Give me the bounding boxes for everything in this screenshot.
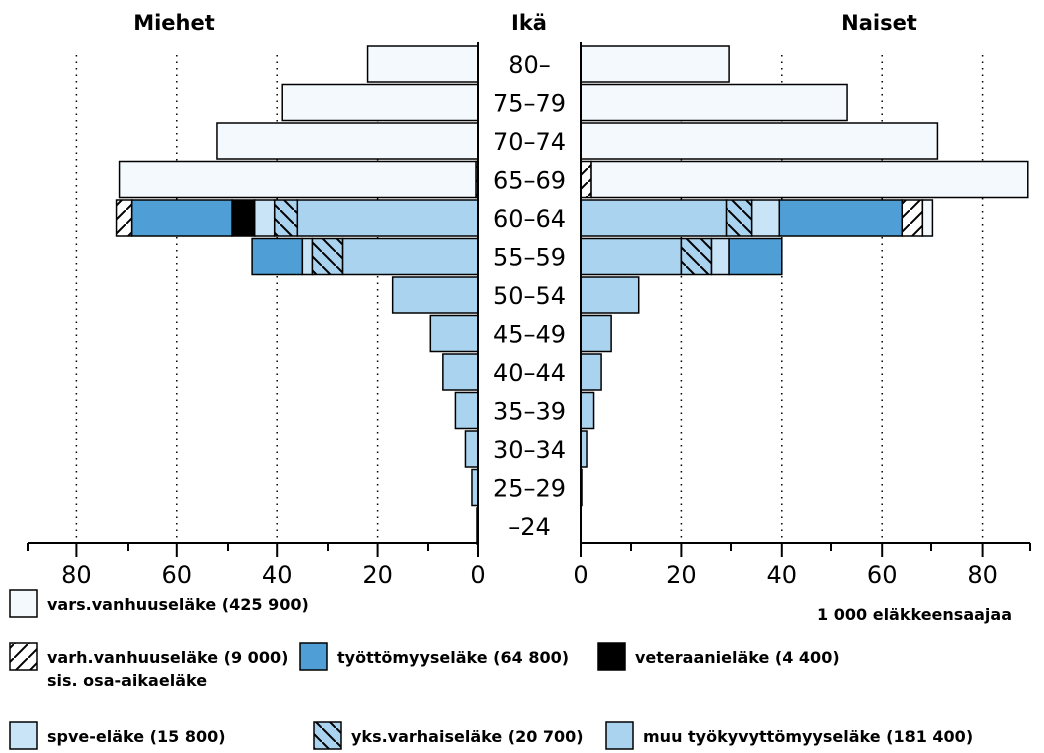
legend-label-vet: veteraanieläke (4 400) <box>635 648 840 667</box>
age-label-75-79: 75–79 <box>493 90 566 118</box>
bar-men-muu-35-39 <box>454 391 479 430</box>
legend-swatch-muu <box>605 721 634 750</box>
bar-men-vars-75-79 <box>281 83 479 122</box>
legend: muu työkyvyttömyyseläke (181 400) yks.var… <box>9 589 973 750</box>
age-label-40-44: 40–44 <box>493 359 566 387</box>
bar-women-tyott-60-64 <box>778 199 904 237</box>
bar-women-vars-65-69 <box>590 160 1029 199</box>
age-label-45-49: 45–49 <box>493 321 566 349</box>
age-label-60-64: 60–64 <box>493 205 566 233</box>
bar-women-varh-65-69 <box>580 160 592 199</box>
legend-label-vars: vars.vanhuuseläke (425 900) <box>47 595 309 614</box>
legend-swatch-spve <box>9 721 38 750</box>
bar-women-muu-60-64 <box>580 199 728 237</box>
tick-label-women-40: 40 <box>767 561 798 589</box>
age-label-70-74: 70–74 <box>493 128 566 156</box>
bar-men-spve-60-64 <box>253 199 276 237</box>
legend-swatch-yks <box>313 721 342 750</box>
bar-men-vars-65-69 <box>118 160 477 199</box>
age-label-55-59: 55–59 <box>493 244 566 272</box>
bar-women-varh-60-64 <box>901 199 924 237</box>
tick-label-women-0: 0 <box>573 561 588 589</box>
bar-men-vet-60-64 <box>231 199 256 237</box>
tick-label-men-80: 80 <box>61 561 92 589</box>
bar-men-muu-45-49 <box>429 314 479 353</box>
legend-label-tyott: työttömyyseläke (64 800) <box>337 648 569 667</box>
bar-men-tyott-55-59 <box>251 237 304 276</box>
bar-men-tyott-60-64 <box>130 199 233 237</box>
bar-men-varh-60-64 <box>115 199 133 237</box>
age-label-50-54: 50–54 <box>493 282 566 310</box>
bar-men-spve-55-59 <box>301 237 314 276</box>
legend-swatch-vars <box>9 589 38 618</box>
legend-swatch-vet <box>597 642 626 671</box>
center-title: Ikä <box>511 11 547 35</box>
legend-label-yks: yks.varhaiseläke (20 700) <box>351 727 584 746</box>
tick-label-men-60: 60 <box>162 561 193 589</box>
bar-women-yks-55-59 <box>680 237 713 276</box>
age-label-35-39: 35–39 <box>493 398 566 426</box>
bar-men-yks-60-64 <box>273 199 299 237</box>
bar-women-vars-70-74 <box>580 122 939 160</box>
bar-women-yks-60-64 <box>725 199 753 237</box>
legend-swatch-varh <box>9 642 38 671</box>
bar-men-yks-55-59 <box>311 237 344 276</box>
bars: 80– 75–79 70–74 65–69 60–64 55–59 50–54 45–49 40… <box>115 45 1029 545</box>
bar-women-muu-45-49 <box>580 314 612 353</box>
bar-women-vars-60-64 <box>921 199 934 237</box>
bar-men-muu-50-54 <box>391 276 479 314</box>
tick-label-men-40: 40 <box>262 561 293 589</box>
age-label-80-: 80– <box>508 51 551 79</box>
unit-label: 1 000 eläkkeensaajaa <box>817 605 1012 624</box>
tick-label-women-60: 60 <box>867 561 898 589</box>
bar-women-spve-55-59 <box>710 237 730 276</box>
left-title: Miehet <box>133 11 215 35</box>
age-label-25-29: 25–29 <box>493 475 566 503</box>
bar-men-muu-40-44 <box>442 353 479 391</box>
bar-women-vars-80- <box>580 45 730 83</box>
legend-swatch-tyott <box>299 642 328 671</box>
tick-label-women-80: 80 <box>967 561 998 589</box>
bar-women-muu-35-39 <box>580 391 595 430</box>
axes: 0 0 20 20 40 40 60 60 80 80 <box>27 42 1031 589</box>
bar-women-muu-55-59 <box>580 237 683 276</box>
right-title: Naiset <box>841 11 917 35</box>
bar-men-muu-30-34 <box>464 430 479 468</box>
tick-label-men-0: 0 <box>470 561 485 589</box>
bar-women-vars-75-79 <box>580 83 848 122</box>
bar-women-muu-40-44 <box>580 353 602 391</box>
legend-label-spve: spve-eläke (15 800) <box>47 727 226 746</box>
age-label-30-34: 30–34 <box>493 436 566 464</box>
bar-men-muu-60-64 <box>296 199 479 237</box>
age-label--24: –24 <box>508 513 551 541</box>
legend-label-varh: varh.vanhuuseläke (9 000) <box>47 648 288 667</box>
bar-women-spve-60-64 <box>750 199 781 237</box>
legend-sublabel-varh: sis. osa-aikaeläke <box>47 671 207 690</box>
bar-women-muu-50-54 <box>580 276 640 314</box>
legend-label-muu: muu työkyvyttömyyseläke (181 400) <box>643 727 973 746</box>
age-label-65-69: 65–69 <box>493 167 566 195</box>
tick-label-women-20: 20 <box>666 561 697 589</box>
bar-men-vars-80- <box>366 45 479 83</box>
bar-women-tyott-55-59 <box>728 237 783 276</box>
tick-label-men-20: 20 <box>362 561 393 589</box>
bar-men-muu-55-59 <box>341 237 479 276</box>
bar-men-vars-70-74 <box>216 122 479 160</box>
